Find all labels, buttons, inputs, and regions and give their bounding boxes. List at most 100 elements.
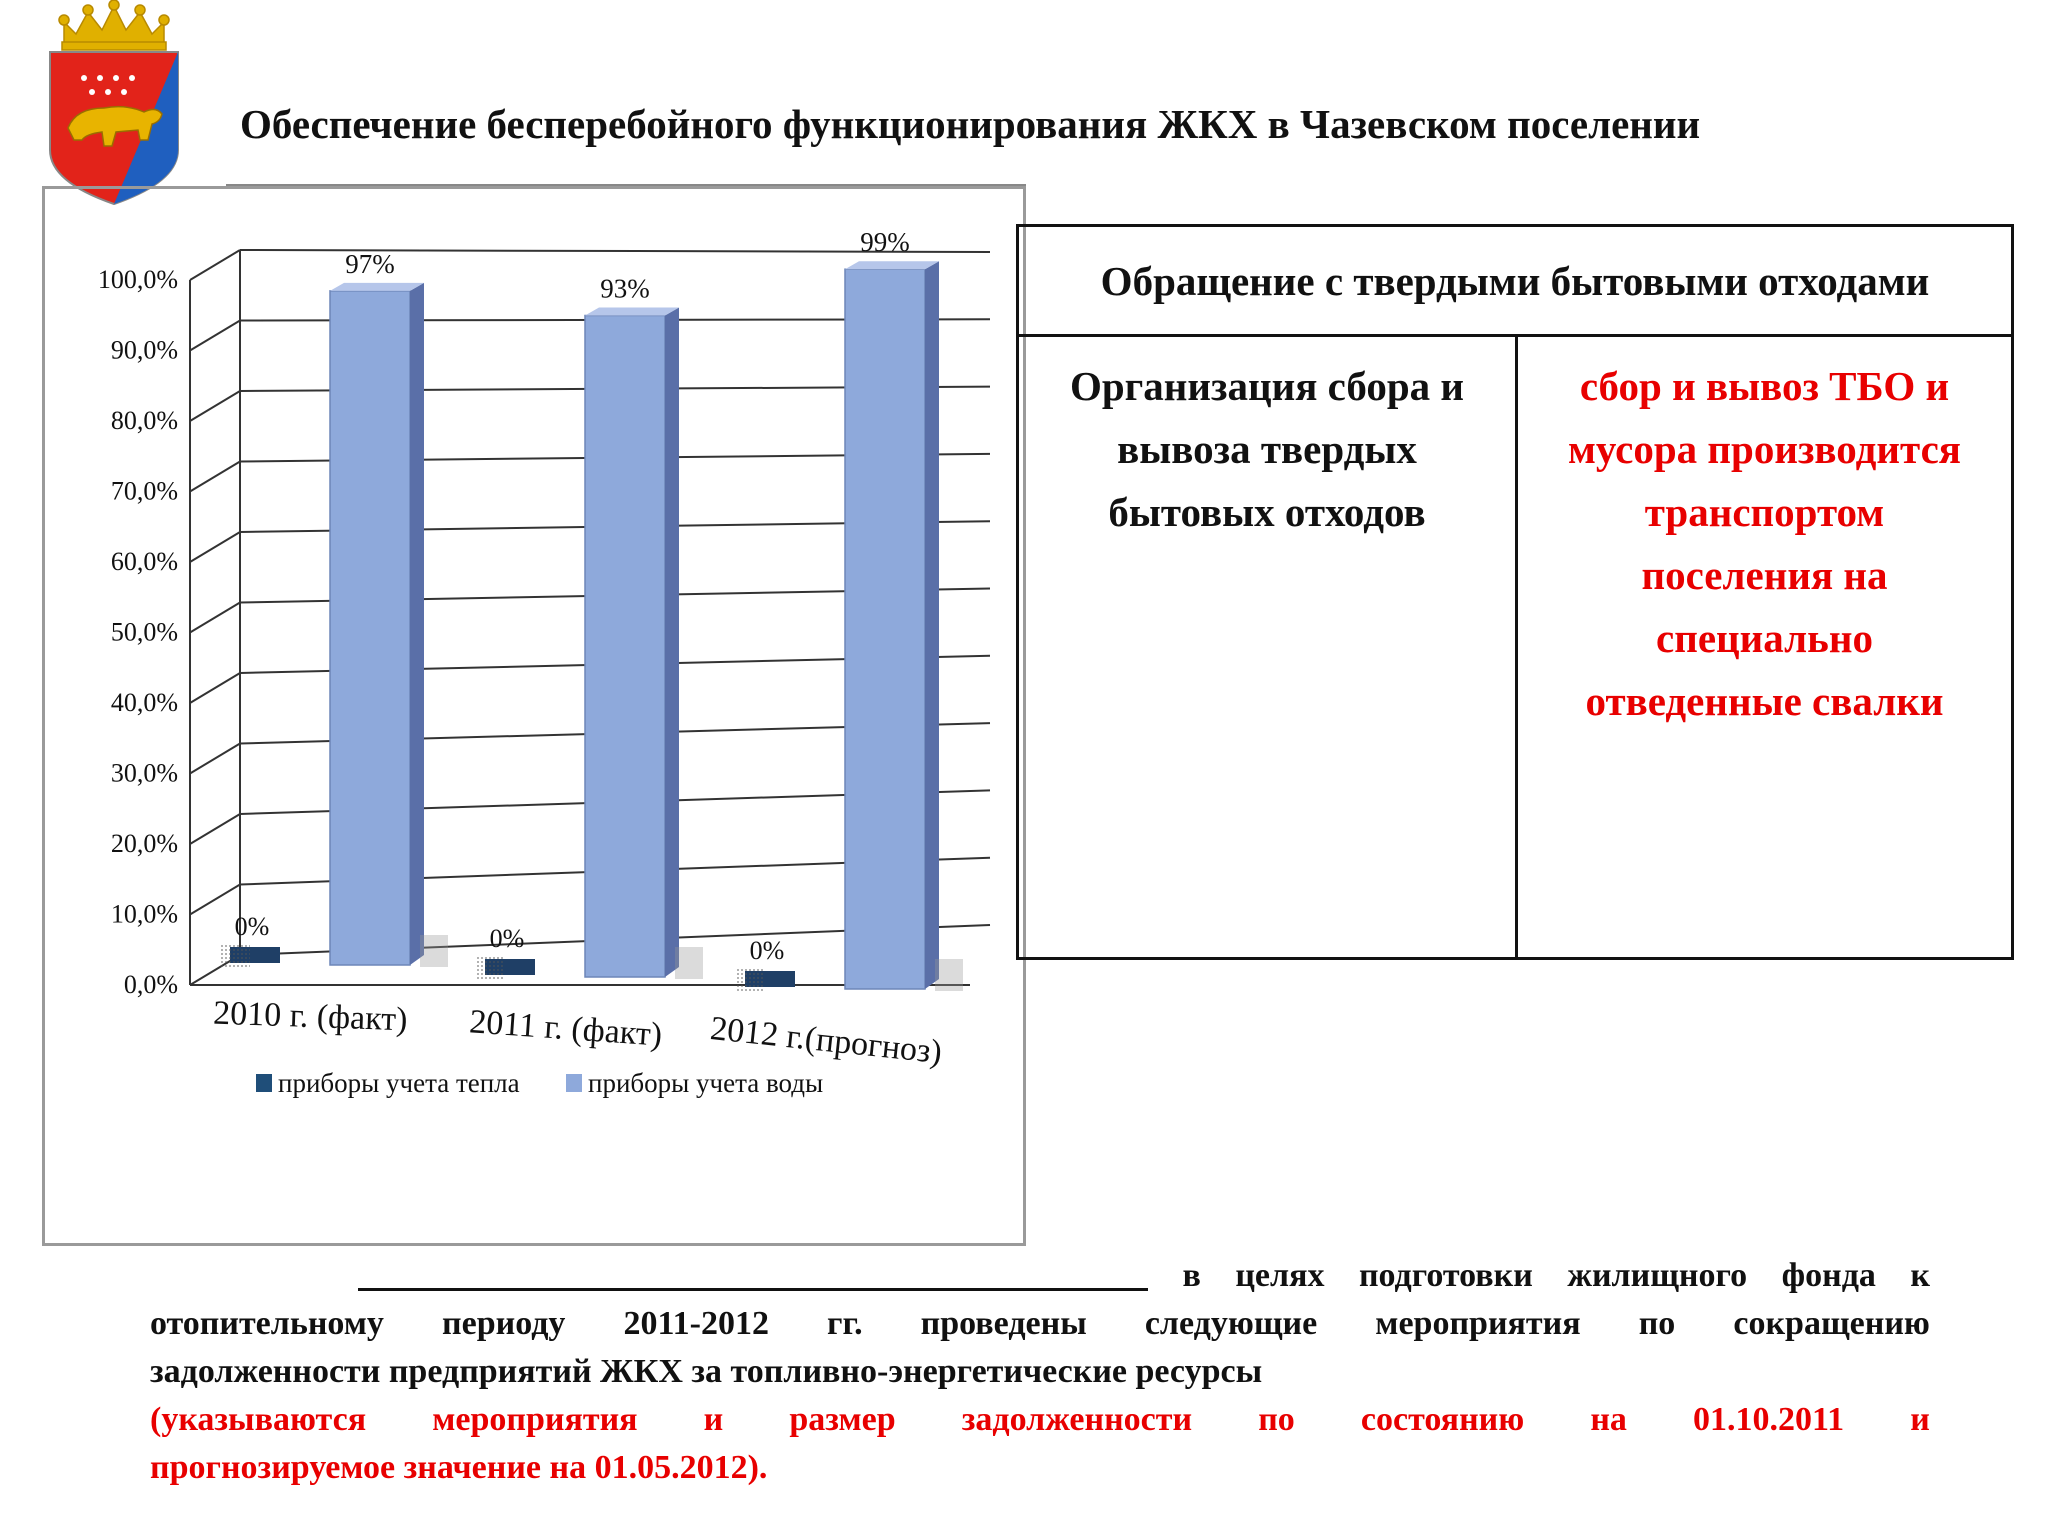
data-label-water: 97% (345, 249, 395, 279)
chart-frame (42, 186, 1026, 1246)
word: проведены (920, 1305, 1087, 1342)
description-line: сбор и вывоз ТБО и (1579, 363, 1950, 409)
paragraph-line-1: в целях подготовки жилищного фонда к (150, 1252, 1930, 1300)
y-tick-label: 0,0% (124, 970, 178, 999)
word: подготовки (1358, 1257, 1533, 1294)
legend-entry: приборы учета воды (588, 1068, 823, 1098)
y-tick-label: 90,0% (111, 336, 178, 365)
table-cell-activity: Организация сбора и вывоза твердых бытов… (1019, 355, 1515, 544)
gridline-depth (189, 319, 241, 352)
gridline-depth (189, 249, 241, 281)
word: периоду (442, 1305, 566, 1342)
paragraph-line-5: прогнозируемое значение на 01.05.2012). (150, 1449, 768, 1486)
bar-water-meters (844, 268, 926, 990)
gridline-depth (189, 601, 241, 634)
y-tick-label: 20,0% (111, 829, 178, 858)
word: гг. (827, 1305, 863, 1342)
word: и (1910, 1401, 1930, 1438)
bar-side (410, 282, 424, 966)
bar-shadow (935, 959, 963, 991)
paragraph-line-4: (указываются мероприятия и размер задолж… (150, 1396, 1930, 1444)
bar-top (845, 261, 939, 270)
word: размер (789, 1401, 896, 1438)
word: отопительному (150, 1305, 384, 1342)
title-underline (226, 184, 1026, 187)
word: 2011-2012 (623, 1305, 769, 1342)
word: (указываются (150, 1401, 367, 1438)
bar-side (925, 261, 939, 989)
bar-shadow (675, 947, 703, 979)
description-line: мусора производится (1567, 426, 1961, 472)
data-label-heat: 0% (235, 912, 270, 941)
page-title: Обеспечение бесперебойного функционирова… (240, 101, 1701, 147)
bar-shadow (420, 935, 448, 967)
data-label-heat: 0% (490, 924, 525, 953)
table-cell-description: сбор и вывоз ТБО и мусора производится т… (1518, 355, 2011, 733)
bar-shadow (220, 943, 250, 967)
gridline-depth (189, 883, 241, 916)
word: жилищного (1567, 1257, 1748, 1294)
word: по (1258, 1401, 1295, 1438)
bar-top (330, 282, 424, 291)
paragraph-line-2: отопительному периоду 2011-2012 гг. пров… (150, 1300, 1930, 1348)
y-tick-label: 60,0% (111, 547, 178, 576)
category-label: 2011 г. (факт) (468, 1003, 663, 1053)
word: целях (1235, 1257, 1325, 1294)
bar-water-meters (584, 314, 666, 978)
word: состоянию (1360, 1401, 1525, 1438)
description-line: отведенные свалки (1585, 678, 1944, 724)
gridline-depth (189, 672, 241, 704)
word: в (1182, 1257, 1201, 1294)
word: и (703, 1401, 724, 1438)
blank-fill-line (358, 1252, 1148, 1291)
meters-bar-chart: 0,0% 10,0% 20,0% 30,0% 40,0% 50,0% 60,0% 70,0% 8… (98, 227, 991, 1098)
data-label-water: 93% (600, 273, 650, 303)
legend-swatch (256, 1074, 272, 1092)
y-tick-label: 30,0% (111, 759, 178, 788)
table-column-divider (1515, 337, 1518, 960)
word: по (1638, 1305, 1676, 1342)
category-label: 2010 г. (факт) (213, 995, 408, 1039)
y-tick-label: 80,0% (111, 406, 178, 435)
y-tick-label: 100,0% (98, 265, 178, 294)
gridline-depth (189, 390, 241, 422)
word: к (1910, 1257, 1930, 1294)
legend-swatch (566, 1074, 582, 1092)
word: задолженности (961, 1401, 1193, 1438)
data-label-water: 99% (860, 227, 910, 257)
word: следующие (1144, 1305, 1318, 1342)
waste-management-table: Обращение с твердыми бытовыми отходами О… (1016, 224, 2014, 960)
gridline (239, 249, 991, 253)
bar-shadow (475, 955, 505, 979)
bar-side (665, 307, 679, 977)
word: на (1590, 1401, 1627, 1438)
municipal-crest-logo (49, 0, 179, 206)
y-tick-label: 10,0% (111, 900, 178, 929)
description-line: транспортом (1644, 489, 1885, 535)
y-tick-label: 40,0% (111, 688, 178, 717)
data-label-heat: 0% (750, 936, 785, 965)
activity-line: Организация сбора и (1069, 363, 1465, 409)
word: 01.10.2011 (1693, 1401, 1845, 1438)
bar-top (585, 307, 679, 316)
word: мероприятия (1375, 1305, 1581, 1342)
paragraph-line-3: задолженности предприятий ЖКХ за топливн… (150, 1353, 1263, 1390)
gridline-depth (189, 813, 241, 845)
legend-entry: приборы учета тепла (278, 1068, 520, 1098)
bar-shadow (735, 967, 765, 991)
bar-water-meters (329, 290, 411, 966)
description-line: поселения на (1641, 552, 1888, 598)
activity-line: бытовых отходов (1108, 489, 1426, 535)
activity-line: вывоза твердых (1117, 426, 1417, 472)
word: мероприятия (432, 1401, 638, 1438)
bottom-paragraph: в целях подготовки жилищного фонда к ото… (150, 1252, 1930, 1492)
gridline-depth (189, 460, 241, 493)
y-tick-label: 50,0% (111, 618, 178, 647)
description-line: специально (1656, 615, 1873, 661)
gridline-depth (189, 531, 241, 563)
gridline-depth (189, 742, 241, 775)
word: фонда (1781, 1257, 1876, 1294)
word: сокращению (1733, 1305, 1930, 1342)
table-header: Обращение с твердыми бытовыми отходами (1019, 227, 2011, 337)
y-tick-label: 70,0% (111, 477, 178, 506)
